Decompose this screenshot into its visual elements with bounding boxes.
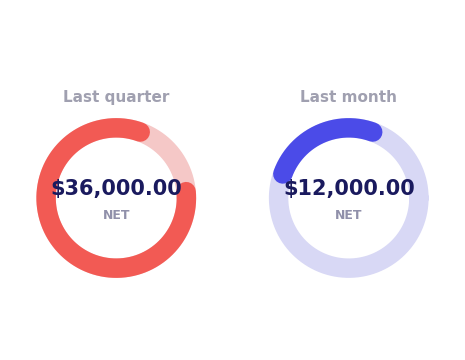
Text: Last month: Last month — [300, 90, 397, 104]
Text: Last quarter: Last quarter — [63, 90, 169, 104]
Text: $36,000.00: $36,000.00 — [50, 179, 182, 199]
Text: $12,000.00: $12,000.00 — [283, 179, 415, 199]
Text: NET: NET — [102, 208, 130, 222]
Text: NET: NET — [335, 208, 363, 222]
